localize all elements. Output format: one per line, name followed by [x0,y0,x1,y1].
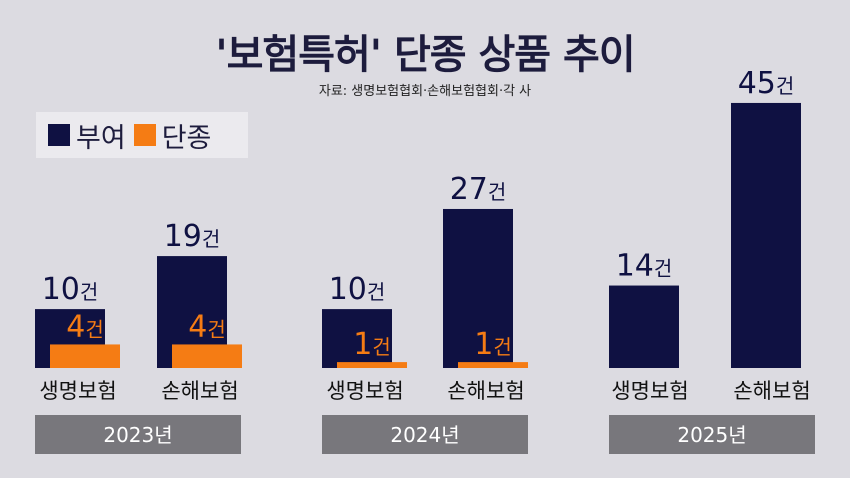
year-box [322,415,528,454]
chart-title: '보험특허' 단종 상품 추이 [215,32,635,78]
legend-label-grant: 부여 [76,122,126,154]
legend-item-discontinued: 단종 [133,116,212,155]
category-label: 생명보험 [326,379,403,403]
category-label: 생명보험 [39,379,116,403]
legend-label-discontinued: 단종 [161,122,212,154]
value-label-grant: 10건 [329,272,386,307]
bar-grant [731,102,801,368]
value-label-grant: 14건 [616,249,673,284]
value-label-grant: 45건 [738,66,795,101]
bar-discontinued [458,362,528,368]
category-label: 생명보험 [611,379,688,403]
legend-item-grant: 부여 [48,116,126,155]
value-label-grant: 27건 [450,172,507,207]
bar-grant [443,208,513,368]
value-label-grant: 19건 [164,219,221,254]
year-label: 2024년 [390,423,459,447]
year-box [35,415,241,454]
legend-swatch-discontinued [133,124,156,146]
legend-swatch-grant [48,124,70,146]
value-label-grant: 10건 [42,272,99,307]
value-label-discontinued: 1건 [353,327,391,362]
bar-grant [322,309,392,368]
category-label: 손해보험 [733,379,810,403]
category-label: 손해보험 [161,379,238,403]
year-label: 2023년 [103,423,172,447]
bar-grant [609,285,679,368]
bar-discontinued [172,344,242,368]
legend: 부여 단종 [36,112,248,158]
value-label-discontinued: 4건 [66,309,104,344]
category-label: 손해보험 [447,379,524,403]
year-box [609,415,815,454]
value-label-discontinued: 4건 [188,309,226,344]
source-note: 자료: 생명보험협회·손해보험협회·각 사 [318,84,532,99]
bar-discontinued [337,362,407,368]
value-label-discontinued: 1건 [474,327,512,362]
year-label: 2025년 [677,423,746,447]
bar-discontinued [50,344,120,368]
